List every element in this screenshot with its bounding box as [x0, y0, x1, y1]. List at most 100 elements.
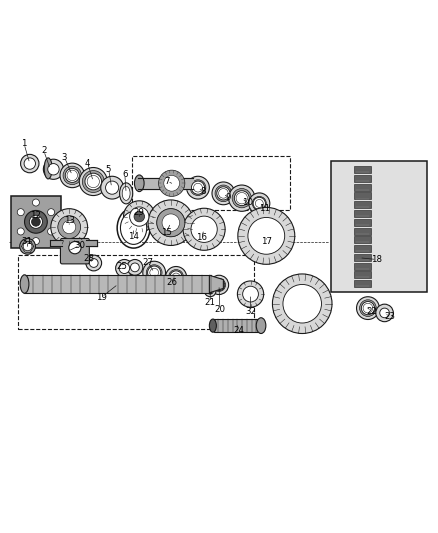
Circle shape	[183, 208, 225, 251]
FancyBboxPatch shape	[11, 196, 61, 248]
Circle shape	[58, 216, 80, 238]
Circle shape	[89, 259, 98, 268]
Circle shape	[124, 201, 155, 232]
Circle shape	[215, 281, 223, 288]
Text: 21: 21	[205, 298, 216, 307]
Text: 26: 26	[166, 278, 177, 287]
Bar	[18, 255, 254, 329]
Bar	[354, 184, 371, 191]
Circle shape	[209, 275, 229, 295]
Circle shape	[86, 255, 102, 271]
Circle shape	[106, 181, 119, 194]
Bar	[354, 175, 371, 182]
Text: 6: 6	[122, 170, 127, 179]
Text: 14: 14	[128, 232, 139, 241]
Circle shape	[87, 175, 99, 188]
Ellipse shape	[120, 212, 147, 245]
Text: 8: 8	[200, 187, 205, 196]
Circle shape	[65, 168, 79, 182]
Circle shape	[32, 217, 40, 226]
Circle shape	[21, 155, 39, 173]
Circle shape	[187, 176, 209, 199]
Circle shape	[63, 166, 81, 184]
Ellipse shape	[44, 158, 52, 179]
Bar	[354, 254, 371, 261]
Text: 2: 2	[41, 147, 46, 155]
Circle shape	[60, 163, 85, 188]
Circle shape	[361, 302, 374, 314]
Circle shape	[217, 187, 230, 200]
Text: 1: 1	[21, 139, 27, 148]
Circle shape	[164, 175, 180, 191]
Text: 32: 32	[245, 307, 256, 316]
Circle shape	[127, 260, 143, 275]
Circle shape	[212, 278, 226, 292]
Text: 22: 22	[366, 306, 377, 316]
Text: 11: 11	[259, 204, 271, 213]
Circle shape	[360, 300, 376, 317]
Text: 23: 23	[384, 312, 396, 321]
Bar	[354, 201, 371, 208]
Circle shape	[116, 260, 133, 277]
Text: 12: 12	[30, 211, 42, 220]
Circle shape	[232, 189, 251, 208]
Circle shape	[190, 180, 206, 196]
Text: 4: 4	[85, 159, 90, 168]
Circle shape	[205, 285, 216, 297]
Circle shape	[157, 209, 185, 237]
Circle shape	[48, 209, 55, 216]
Circle shape	[29, 215, 42, 229]
Text: 27: 27	[142, 257, 154, 266]
Circle shape	[20, 238, 35, 254]
Circle shape	[191, 181, 205, 194]
Circle shape	[17, 228, 24, 235]
Text: 25: 25	[116, 262, 127, 271]
Text: 5: 5	[106, 165, 111, 174]
Bar	[354, 236, 371, 243]
Text: 19: 19	[96, 293, 107, 302]
Circle shape	[159, 170, 185, 197]
Circle shape	[51, 209, 88, 246]
Text: 15: 15	[161, 228, 172, 237]
Text: 3: 3	[62, 152, 67, 161]
Text: 24: 24	[233, 326, 244, 335]
Circle shape	[63, 221, 76, 233]
Circle shape	[229, 185, 255, 211]
Bar	[354, 192, 371, 199]
Bar	[354, 166, 371, 173]
Circle shape	[169, 270, 184, 285]
Bar	[354, 228, 371, 235]
Circle shape	[24, 158, 35, 169]
Bar	[354, 271, 371, 278]
Ellipse shape	[209, 319, 216, 332]
Text: 17: 17	[261, 238, 272, 246]
Circle shape	[248, 217, 285, 254]
Circle shape	[157, 209, 185, 237]
Circle shape	[131, 263, 139, 272]
Circle shape	[376, 304, 393, 322]
Text: 30: 30	[74, 241, 85, 250]
Circle shape	[119, 263, 130, 273]
Bar	[24, 275, 211, 293]
Circle shape	[48, 228, 55, 235]
Text: 10: 10	[242, 198, 253, 207]
Circle shape	[283, 285, 321, 323]
Circle shape	[234, 191, 249, 206]
Circle shape	[82, 171, 104, 192]
Bar	[354, 245, 371, 252]
Circle shape	[25, 211, 47, 233]
Circle shape	[215, 185, 232, 201]
Circle shape	[212, 182, 235, 205]
Circle shape	[23, 242, 32, 251]
Circle shape	[252, 197, 266, 211]
Circle shape	[170, 271, 182, 283]
Text: 31: 31	[21, 237, 33, 246]
Bar	[354, 219, 371, 226]
Circle shape	[194, 183, 202, 192]
Bar	[354, 263, 371, 270]
Text: 16: 16	[196, 233, 207, 242]
Bar	[354, 280, 371, 287]
FancyBboxPatch shape	[60, 238, 89, 264]
Circle shape	[150, 268, 159, 277]
Circle shape	[134, 211, 145, 222]
